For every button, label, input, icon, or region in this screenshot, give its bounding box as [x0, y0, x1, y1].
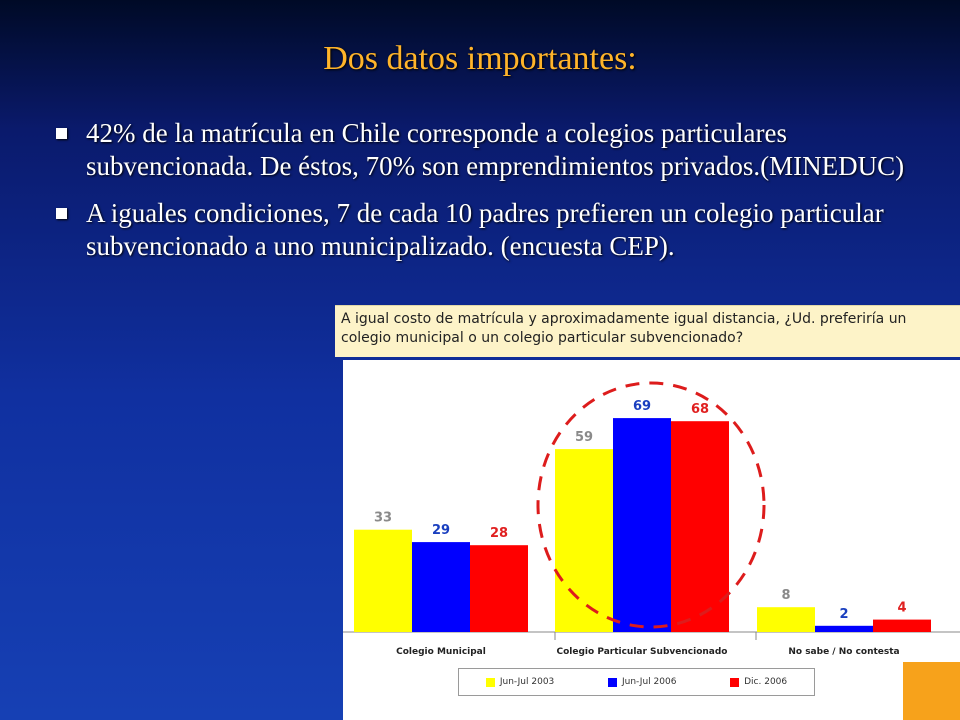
chart-panel: 33 29 28 Colegio Municipal 59 69 68 Colegio Par… [343, 360, 960, 720]
bullet-item-matricula: 42% de la matrícula en Chile corresponde… [56, 117, 916, 183]
bullet-text: A iguales condiciones, 7 de cada 10 padr… [86, 198, 884, 261]
data-label: 8 [781, 588, 790, 603]
legend-label: Jun-Jul 2006 [621, 677, 677, 687]
chart-question-banner: A igual costo de matrícula y aproximadam… [335, 305, 960, 357]
data-label: 69 [633, 399, 651, 414]
data-label: 4 [897, 601, 906, 616]
bullet-item-encuesta: A iguales condiciones, 7 de cada 10 padr… [56, 197, 916, 263]
chart-legend: Jun-Jul 2003 Jun-Jul 2006 Dic. 2006 [458, 668, 815, 696]
data-label: 33 [374, 511, 392, 526]
bar [613, 418, 671, 632]
bar [873, 619, 931, 632]
highlight-circle [536, 381, 766, 629]
bullet-text: 42% de la matrícula en Chile corresponde… [86, 118, 905, 181]
bar [757, 607, 815, 632]
legend-label: Dic. 2006 [744, 677, 788, 687]
legend-item-jun-jul-2006: Jun-Jul 2006 [607, 677, 677, 687]
bullet-list: 42% de la matrícula en Chile corresponde… [56, 117, 916, 277]
data-label: 68 [691, 402, 709, 417]
legend-item-dic-2006: Dic. 2006 [730, 677, 787, 687]
square-bullet-icon [56, 128, 67, 139]
data-label: 2 [839, 607, 848, 622]
data-label: 28 [490, 526, 508, 541]
accent-box [903, 662, 960, 720]
bar [470, 545, 528, 632]
bar [412, 542, 470, 632]
slide-title: Dos datos importantes: [323, 40, 637, 77]
legend-item-jun-jul-2003: Jun-Jul 2003 [485, 677, 555, 687]
bar [671, 421, 729, 632]
legend-label: Jun-Jul 2003 [499, 677, 555, 687]
category-label: Colegio Municipal [396, 647, 486, 657]
square-bullet-icon [56, 208, 67, 219]
bar [555, 449, 613, 632]
data-label: 29 [432, 523, 450, 538]
bar [815, 625, 873, 632]
legend-swatch-blue [607, 677, 617, 687]
bar [354, 529, 412, 632]
legend-swatch-yellow [485, 677, 495, 687]
data-label: 59 [575, 430, 593, 445]
category-label: No sabe / No contesta [788, 647, 899, 657]
legend-swatch-red [730, 677, 740, 687]
category-label: Colegio Particular Subvencionado [557, 647, 728, 657]
